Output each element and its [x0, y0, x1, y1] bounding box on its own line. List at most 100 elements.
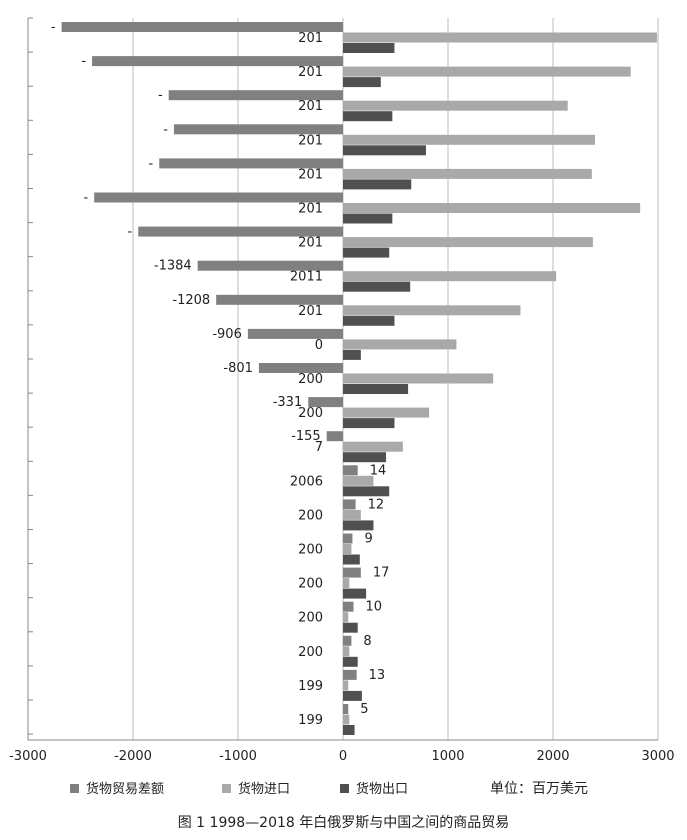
x-tick-label: -2000 — [114, 749, 152, 764]
import-bar — [343, 168, 592, 179]
data-label: 14 — [370, 463, 387, 478]
export-bar — [343, 725, 355, 735]
category-label: 201 — [298, 167, 323, 182]
import-bar — [343, 237, 593, 248]
category-label: 200 — [298, 577, 323, 592]
diff-bar — [326, 431, 343, 442]
export-bar — [343, 520, 374, 531]
data-label: - — [83, 191, 88, 206]
import-bar — [343, 66, 631, 77]
data-label: 10 — [366, 600, 383, 615]
data-label: - — [163, 122, 168, 137]
import-bar — [343, 441, 403, 452]
export-bar — [343, 486, 390, 497]
unit-label: 单位：百万美元 — [490, 781, 588, 797]
data-label: -1208 — [172, 293, 210, 308]
diff-bar — [173, 124, 343, 135]
category-label: 199 — [298, 679, 323, 694]
diff-bar — [343, 704, 349, 714]
legend-swatch — [340, 784, 349, 793]
category-label: 201 — [298, 65, 323, 80]
category-label: 200 — [298, 372, 323, 387]
x-tick-label: 0 — [339, 749, 347, 764]
data-label: 12 — [368, 497, 385, 512]
legend-label: 货物贸易差额 — [86, 781, 164, 797]
export-bar — [343, 622, 358, 633]
category-label: 201 — [298, 236, 323, 251]
data-label: 17 — [373, 566, 390, 581]
x-tick-label: 1000 — [431, 749, 464, 764]
export-bar — [343, 247, 390, 258]
diff-bar — [159, 158, 343, 169]
export-bar — [343, 418, 395, 429]
legend-label: 货物进口 — [238, 781, 290, 797]
diff-bar — [343, 499, 356, 510]
import-bar — [343, 305, 521, 316]
diff-bar — [197, 260, 343, 271]
legend-swatch — [70, 784, 79, 793]
category-label: 7 — [315, 440, 323, 455]
data-label: -1384 — [154, 259, 192, 274]
export-bar — [343, 315, 395, 326]
category-label: 201 — [298, 202, 323, 217]
import-bar — [343, 32, 657, 43]
import-bar — [343, 714, 350, 725]
data-label: -155 — [291, 429, 321, 444]
import-bar — [343, 203, 641, 213]
import-bar — [343, 373, 494, 384]
import-bar — [343, 475, 374, 486]
x-tick-label: -3000 — [9, 749, 47, 764]
x-tick-label: 3000 — [641, 749, 674, 764]
import-bar — [343, 271, 557, 282]
import-bar — [343, 612, 349, 623]
diff-bar — [308, 397, 343, 408]
export-bar — [343, 588, 367, 599]
import-bar — [343, 509, 361, 520]
import-bar — [343, 646, 350, 657]
category-label: 200 — [298, 406, 323, 421]
import-bar — [343, 680, 349, 691]
diff-bar — [92, 56, 343, 67]
category-label: 2006 — [290, 474, 323, 489]
data-label: - — [81, 54, 86, 69]
category-label: 199 — [298, 713, 323, 728]
export-bar — [343, 213, 393, 224]
diff-bar — [343, 567, 361, 578]
import-bar — [343, 578, 350, 589]
export-bar — [343, 281, 411, 292]
category-label: 201 — [298, 304, 323, 319]
data-label: - — [149, 156, 154, 171]
export-bar — [343, 349, 361, 360]
data-label: -801 — [223, 361, 253, 376]
export-bar — [343, 690, 362, 701]
category-label: 200 — [298, 543, 323, 558]
import-bar — [343, 407, 430, 418]
diff-bar — [168, 90, 343, 101]
category-label: 200 — [298, 508, 323, 523]
diff-bar — [343, 635, 352, 646]
export-bar — [343, 384, 409, 394]
diff-bar — [343, 465, 358, 476]
diff-bar — [258, 363, 343, 373]
category-label: 200 — [298, 645, 323, 660]
import-bar — [343, 100, 568, 111]
diff-bar — [216, 294, 343, 305]
diff-bar — [138, 226, 343, 237]
diff-bar — [61, 22, 343, 32]
diff-bar — [343, 601, 354, 612]
import-bar — [343, 134, 595, 145]
data-label: - — [158, 88, 163, 103]
data-label: 9 — [364, 532, 372, 547]
diff-bar — [343, 533, 353, 544]
import-bar — [343, 339, 457, 350]
export-bar — [343, 43, 395, 53]
category-label: 201 — [298, 133, 323, 148]
data-label: 8 — [363, 634, 371, 649]
export-bar — [343, 554, 360, 565]
data-label: 13 — [369, 668, 386, 683]
category-label: 201 — [298, 99, 323, 114]
data-label: -906 — [212, 327, 242, 342]
diff-bar — [343, 669, 357, 680]
data-label: - — [128, 225, 133, 240]
